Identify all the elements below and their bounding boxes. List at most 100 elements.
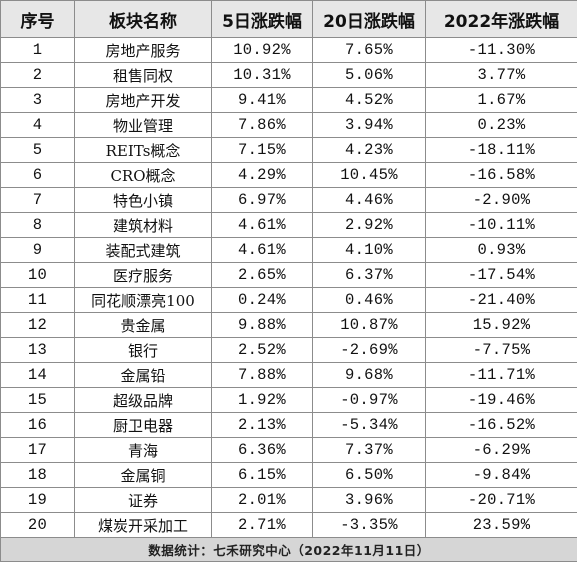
sector-name: 房地产开发 <box>74 87 212 113</box>
change-5d: 6.36% <box>211 437 313 463</box>
sector-name: 金属铜 <box>74 462 212 488</box>
change-2022: -11.30% <box>425 37 577 63</box>
sector-name: 医疗服务 <box>74 262 212 288</box>
row-index: 19 <box>0 487 75 513</box>
table-row: 6 CRO概念 4.29% 10.45% -16.58% <box>0 162 577 188</box>
table-body: 1 房地产服务 10.92% 7.65% -11.30% 2 租售同权 10.31% 5.06%… <box>0 37 577 538</box>
change-5d: 10.92% <box>211 37 313 63</box>
change-5d: 2.71% <box>211 512 313 538</box>
change-5d: 2.13% <box>211 412 313 438</box>
table-row: 17 青海 6.36% 7.37% -6.29% <box>0 437 577 463</box>
change-5d: 4.61% <box>211 237 313 263</box>
table-row: 9 装配式建筑 4.61% 4.10% 0.93% <box>0 237 577 263</box>
change-20d: 6.50% <box>312 462 426 488</box>
change-5d: 6.97% <box>211 187 313 213</box>
change-5d: 4.61% <box>211 212 313 238</box>
sector-name: 金属铅 <box>74 362 212 388</box>
sector-name: 特色小镇 <box>74 187 212 213</box>
table-row: 8 建筑材料 4.61% 2.92% -10.11% <box>0 212 577 238</box>
change-2022: -18.11% <box>425 137 577 163</box>
row-index: 8 <box>0 212 75 238</box>
change-5d: 10.31% <box>211 62 313 88</box>
change-5d: 2.01% <box>211 487 313 513</box>
change-2022: -17.54% <box>425 262 577 288</box>
change-2022: 3.77% <box>425 62 577 88</box>
data-source-note: 数据统计：七禾研究中心（2022年11月11日） <box>0 537 577 562</box>
row-index: 17 <box>0 437 75 463</box>
sector-name: 租售同权 <box>74 62 212 88</box>
table-row: 1 房地产服务 10.92% 7.65% -11.30% <box>0 37 577 63</box>
change-20d: -0.97% <box>312 387 426 413</box>
row-index: 10 <box>0 262 75 288</box>
sector-name: 银行 <box>74 337 212 363</box>
change-20d: 4.10% <box>312 237 426 263</box>
row-index: 18 <box>0 462 75 488</box>
change-20d: -3.35% <box>312 512 426 538</box>
sector-name: 厨卫电器 <box>74 412 212 438</box>
row-index: 14 <box>0 362 75 388</box>
change-5d: 9.88% <box>211 312 313 338</box>
change-20d: 7.37% <box>312 437 426 463</box>
change-20d: 4.52% <box>312 87 426 113</box>
change-2022: 0.23% <box>425 112 577 138</box>
change-2022: 1.67% <box>425 87 577 113</box>
sector-name: 煤炭开采加工 <box>74 512 212 538</box>
table-row: 15 超级品牌 1.92% -0.97% -19.46% <box>0 387 577 413</box>
change-5d: 7.86% <box>211 112 313 138</box>
change-20d: 7.65% <box>312 37 426 63</box>
sector-name: 建筑材料 <box>74 212 212 238</box>
sector-name: 超级品牌 <box>74 387 212 413</box>
change-2022: -11.71% <box>425 362 577 388</box>
change-20d: 4.46% <box>312 187 426 213</box>
change-2022: 0.93% <box>425 237 577 263</box>
row-index: 16 <box>0 412 75 438</box>
table-row: 5 REITs概念 7.15% 4.23% -18.11% <box>0 137 577 163</box>
change-20d: 10.87% <box>312 312 426 338</box>
change-2022: -2.90% <box>425 187 577 213</box>
change-20d: 3.94% <box>312 112 426 138</box>
footer-row: 数据统计：七禾研究中心（2022年11月11日） <box>0 537 577 562</box>
change-20d: 4.23% <box>312 137 426 163</box>
change-20d: -5.34% <box>312 412 426 438</box>
header-5d-change: 5日涨跌幅 <box>211 0 313 38</box>
change-2022: -9.84% <box>425 462 577 488</box>
header-row: 序号 板块名称 5日涨跌幅 20日涨跌幅 2022年涨跌幅 <box>0 0 577 38</box>
table-row: 13 银行 2.52% -2.69% -7.75% <box>0 337 577 363</box>
change-2022: -20.71% <box>425 487 577 513</box>
change-20d: 2.92% <box>312 212 426 238</box>
change-5d: 7.88% <box>211 362 313 388</box>
row-index: 9 <box>0 237 75 263</box>
change-2022: -19.46% <box>425 387 577 413</box>
change-20d: 6.37% <box>312 262 426 288</box>
table-row: 16 厨卫电器 2.13% -5.34% -16.52% <box>0 412 577 438</box>
sector-name: 青海 <box>74 437 212 463</box>
change-5d: 4.29% <box>211 162 313 188</box>
row-index: 12 <box>0 312 75 338</box>
row-index: 5 <box>0 137 75 163</box>
row-index: 2 <box>0 62 75 88</box>
table-row: 3 房地产开发 9.41% 4.52% 1.67% <box>0 87 577 113</box>
sector-name: 证券 <box>74 487 212 513</box>
change-20d: 10.45% <box>312 162 426 188</box>
sector-name: REITs概念 <box>74 137 212 163</box>
row-index: 13 <box>0 337 75 363</box>
change-20d: 3.96% <box>312 487 426 513</box>
change-5d: 6.15% <box>211 462 313 488</box>
change-5d: 7.15% <box>211 137 313 163</box>
header-2022-change: 2022年涨跌幅 <box>425 0 577 38</box>
change-2022: -7.75% <box>425 337 577 363</box>
table-row: 18 金属铜 6.15% 6.50% -9.84% <box>0 462 577 488</box>
change-20d: -2.69% <box>312 337 426 363</box>
header-20d-change: 20日涨跌幅 <box>312 0 426 38</box>
table-row: 2 租售同权 10.31% 5.06% 3.77% <box>0 62 577 88</box>
change-20d: 0.46% <box>312 287 426 313</box>
change-5d: 1.92% <box>211 387 313 413</box>
table-row: 4 物业管理 7.86% 3.94% 0.23% <box>0 112 577 138</box>
row-index: 4 <box>0 112 75 138</box>
change-2022: -16.52% <box>425 412 577 438</box>
sector-name: CRO概念 <box>74 162 212 188</box>
table-row: 14 金属铅 7.88% 9.68% -11.71% <box>0 362 577 388</box>
table-row: 11 同花顺漂亮100 0.24% 0.46% -21.40% <box>0 287 577 313</box>
change-20d: 9.68% <box>312 362 426 388</box>
sector-name: 装配式建筑 <box>74 237 212 263</box>
